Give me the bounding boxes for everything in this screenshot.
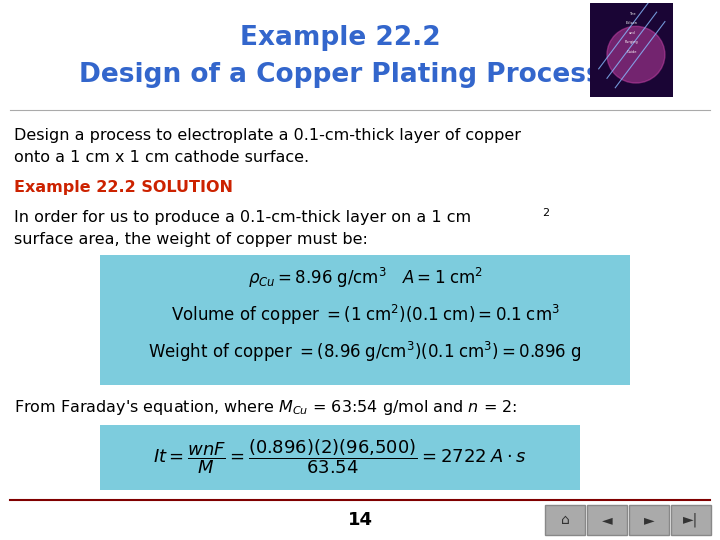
Text: and: and [629, 31, 635, 35]
Text: Design a process to electroplate a 0.1-cm-thick layer of copper: Design a process to electroplate a 0.1-c… [14, 128, 521, 143]
Text: Example 22.2: Example 22.2 [240, 25, 441, 51]
Text: ◄: ◄ [602, 513, 612, 527]
Text: Volume of copper $= (1 \; \mathrm{cm^2})(0.1 \; \mathrm{cm}) = 0.1 \; \mathrm{cm: Volume of copper $= (1 \; \mathrm{cm^2})… [171, 303, 559, 327]
Text: From Faraday's equation, where $M_{Cu}$ = 63:54 g/mol and $n$ = 2:: From Faraday's equation, where $M_{Cu}$ … [14, 398, 517, 417]
Text: Edison: Edison [626, 22, 638, 25]
Text: Guide: Guide [626, 50, 637, 54]
Text: In order for us to produce a 0.1-cm-thick layer on a 1 cm: In order for us to produce a 0.1-cm-thic… [14, 210, 471, 225]
Text: $\rho_{Cu} = 8.96 \; \mathrm{g/cm^3} \quad A = 1 \; \mathrm{cm^2}$: $\rho_{Cu} = 8.96 \; \mathrm{g/cm^3} \qu… [248, 266, 482, 290]
Bar [629, 505, 669, 535]
Text: Design of a Copper Plating Process: Design of a Copper Plating Process [78, 62, 601, 88]
Text: 14: 14 [348, 511, 372, 529]
Text: The: The [629, 12, 635, 16]
Bar [545, 505, 585, 535]
Text: 2: 2 [542, 208, 549, 218]
Bar [587, 505, 627, 535]
Text: Weight of copper $= (8.96 \; \mathrm{g/cm^3})(0.1 \; \mathrm{cm^3}) = 0.896 \; \: Weight of copper $= (8.96 \; \mathrm{g/c… [148, 340, 582, 364]
Text: Example 22.2 SOLUTION: Example 22.2 SOLUTION [14, 180, 233, 195]
Bar [100, 425, 580, 490]
Bar [671, 505, 711, 535]
Text: ►|: ►| [683, 513, 698, 527]
Text: $It = \dfrac{wnF}{M} = \dfrac{(0.896)(2)(96{,}500)}{63.54} = 2722 \; A \cdot s$: $It = \dfrac{wnF}{M} = \dfrac{(0.896)(2)… [153, 438, 527, 476]
Text: Purging: Purging [625, 40, 639, 44]
Text: ►: ► [644, 513, 654, 527]
Text: ⌂: ⌂ [561, 513, 570, 527]
Text: onto a 1 cm x 1 cm cathode surface.: onto a 1 cm x 1 cm cathode surface. [14, 150, 309, 165]
Ellipse shape [607, 26, 665, 83]
Text: surface area, the weight of copper must be:: surface area, the weight of copper must … [14, 232, 368, 247]
Bar [100, 255, 630, 385]
